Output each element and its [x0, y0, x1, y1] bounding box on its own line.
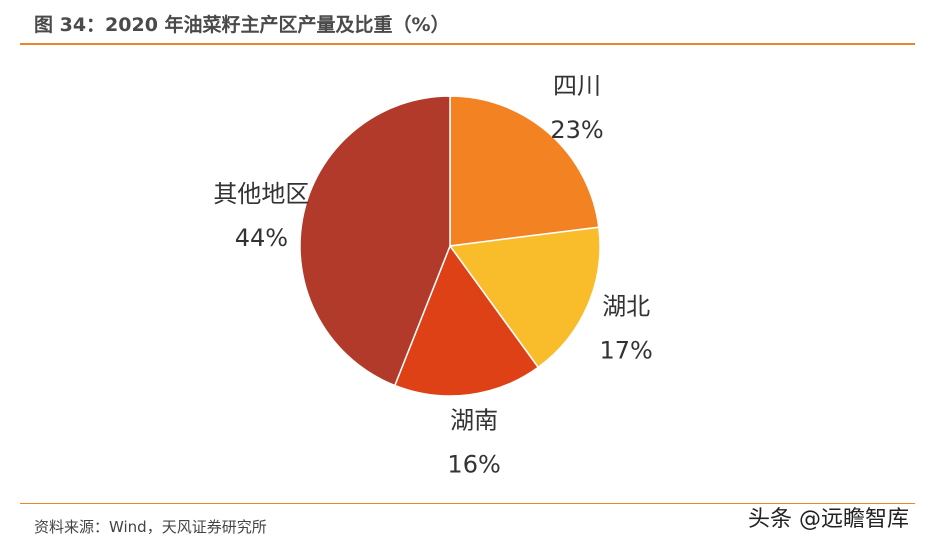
slice-name-label: 湖南 [450, 407, 498, 435]
slice-name-label: 湖北 [602, 292, 650, 320]
slice-value-label: 23% [550, 116, 603, 144]
pie-slice-2 [393, 244, 540, 397]
footer-divider [20, 503, 915, 504]
title-divider [20, 43, 915, 45]
pie-slice-0 [449, 95, 600, 247]
pie-slice-3 [299, 95, 451, 387]
watermark: 头条 @远瞻智库 [748, 507, 909, 532]
pie-slice-1 [448, 226, 601, 369]
slice-name-label: 四川 [553, 72, 601, 100]
source-note: 资料来源：Wind，天风证券研究所 [34, 518, 267, 536]
slice-name-label: 其他地区 [213, 180, 309, 208]
chart-title: 图 34：2020 年油菜籽主产区产量及比重（%） [34, 14, 450, 36]
slice-value-label: 17% [600, 336, 653, 364]
slice-value-label: 44% [235, 224, 288, 252]
slice-value-label: 16% [447, 451, 500, 479]
